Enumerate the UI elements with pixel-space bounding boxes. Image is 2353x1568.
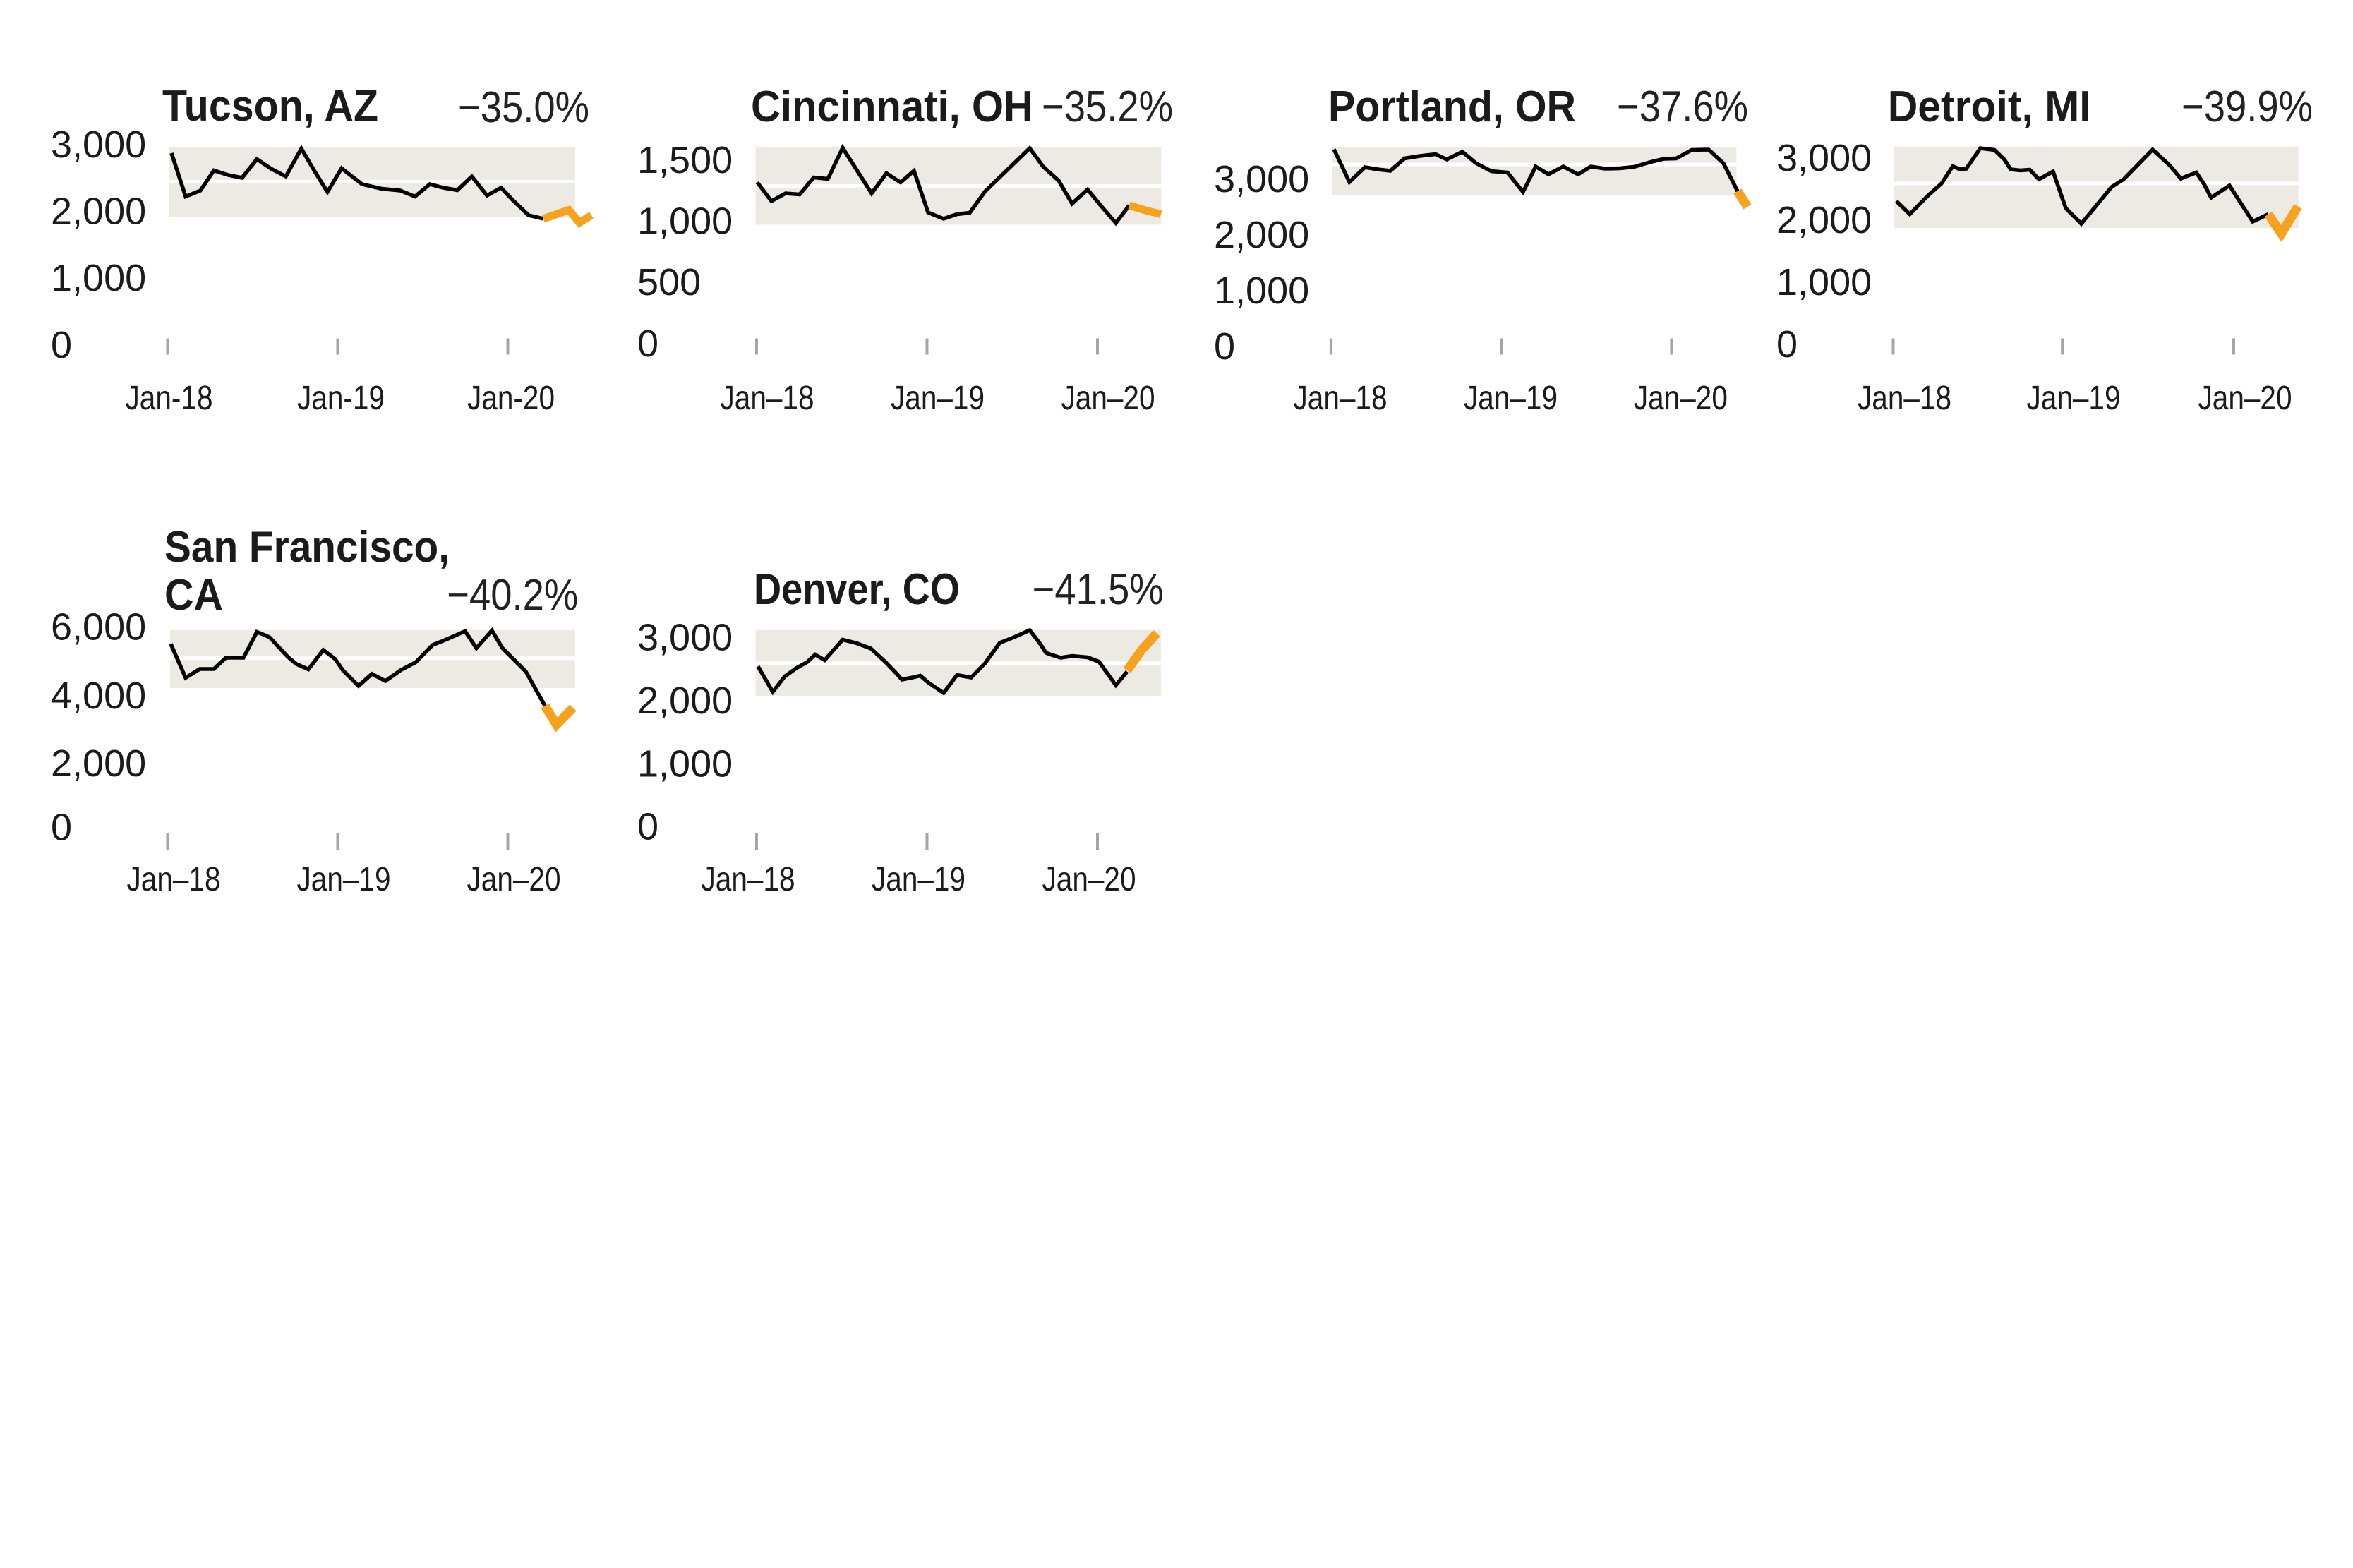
svg-text:−40.2%: −40.2% — [447, 571, 578, 620]
svg-text:Jan–18: Jan–18 — [1294, 380, 1388, 417]
svg-text:4,000: 4,000 — [51, 675, 146, 717]
svg-text:0: 0 — [637, 806, 658, 848]
svg-text:Jan–18: Jan–18 — [721, 380, 814, 417]
svg-text:Jan–20: Jan–20 — [1042, 861, 1136, 898]
svg-text:Jan–19: Jan–19 — [2027, 380, 2121, 417]
svg-text:Jan–18: Jan–18 — [127, 861, 221, 898]
svg-text:3,000: 3,000 — [637, 617, 733, 659]
svg-text:Jan–18: Jan–18 — [702, 861, 795, 898]
svg-text:Tucson, AZ: Tucson, AZ — [162, 82, 378, 131]
svg-text:Jan–19: Jan–19 — [1464, 380, 1558, 417]
svg-text:Jan-20: Jan-20 — [467, 380, 555, 417]
svg-text:2,000: 2,000 — [637, 680, 733, 722]
svg-text:2,000: 2,000 — [1776, 199, 1872, 241]
svg-text:CA: CA — [164, 571, 223, 620]
svg-text:Jan–20: Jan–20 — [1061, 380, 1155, 417]
svg-text:1,500: 1,500 — [637, 139, 733, 181]
svg-text:2,000: 2,000 — [51, 191, 146, 233]
svg-text:−35.0%: −35.0% — [458, 83, 589, 132]
svg-text:Jan–18: Jan–18 — [1858, 380, 1951, 417]
svg-text:1,000: 1,000 — [1214, 270, 1309, 312]
svg-text:Jan–19: Jan–19 — [872, 861, 965, 898]
svg-text:Denver, CO: Denver, CO — [754, 565, 960, 614]
svg-text:Jan-19: Jan-19 — [297, 380, 385, 417]
svg-text:3,000: 3,000 — [51, 123, 146, 166]
svg-text:Portland, OR: Portland, OR — [1328, 83, 1576, 131]
svg-text:−41.5%: −41.5% — [1033, 565, 1164, 614]
svg-text:2,000: 2,000 — [1214, 214, 1309, 256]
svg-text:Jan–19: Jan–19 — [891, 380, 985, 417]
svg-text:1,000: 1,000 — [1776, 261, 1872, 303]
svg-text:−35.2%: −35.2% — [1042, 83, 1173, 131]
svg-text:0: 0 — [1776, 323, 1798, 366]
svg-text:6,000: 6,000 — [51, 605, 146, 648]
svg-text:−37.6%: −37.6% — [1617, 83, 1748, 131]
svg-text:San Francisco,: San Francisco, — [164, 523, 450, 572]
svg-text:0: 0 — [637, 322, 658, 365]
svg-text:1,000: 1,000 — [637, 200, 733, 243]
svg-text:Detroit, MI: Detroit, MI — [1888, 83, 2091, 131]
svg-text:Jan–20: Jan–20 — [467, 861, 561, 898]
svg-text:Jan–19: Jan–19 — [297, 861, 391, 898]
svg-text:0: 0 — [51, 806, 72, 848]
svg-text:Jan–20: Jan–20 — [2198, 380, 2292, 417]
svg-text:1,000: 1,000 — [51, 257, 146, 299]
svg-text:1,000: 1,000 — [637, 742, 733, 785]
svg-text:3,000: 3,000 — [1214, 158, 1309, 200]
svg-text:3,000: 3,000 — [1776, 137, 1872, 179]
svg-text:0: 0 — [51, 324, 72, 366]
svg-text:Cincinnati, OH: Cincinnati, OH — [751, 83, 1033, 131]
svg-text:Jan-18: Jan-18 — [126, 380, 213, 417]
svg-text:−39.9%: −39.9% — [2182, 83, 2313, 131]
svg-text:500: 500 — [637, 261, 701, 303]
svg-text:Jan–20: Jan–20 — [1634, 380, 1728, 417]
svg-text:2,000: 2,000 — [51, 742, 146, 785]
svg-text:0: 0 — [1214, 325, 1235, 368]
